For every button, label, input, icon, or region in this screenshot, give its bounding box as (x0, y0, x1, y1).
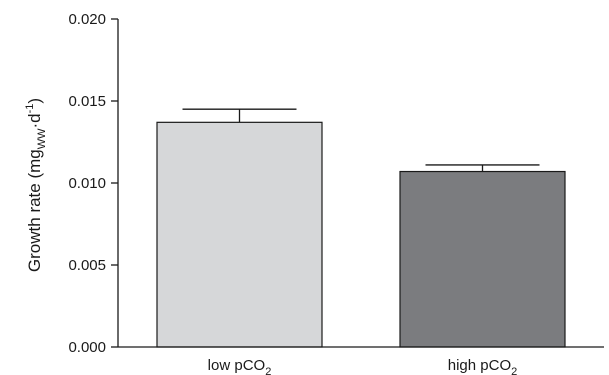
y-axis-ticks: 0.000 0.005 0.010 0.015 0.020 (68, 11, 118, 356)
y-tick-label-3: 0.015 (68, 93, 106, 110)
error-bars (182, 108, 540, 172)
y-axis-title: Growth rate (mgWW·d-1) (24, 98, 48, 272)
y-tick-label-2: 0.010 (68, 175, 106, 192)
x-category-label-1: high pCO2 (448, 357, 518, 375)
x-category-label-subscript-1: 2 (511, 366, 517, 375)
y-axis-title-superscript: -1 (24, 104, 36, 114)
bars (156, 121, 566, 348)
x-axis-category-labels: low pCO2 high pCO2 (208, 357, 518, 375)
x-category-label-0: low pCO2 (208, 357, 272, 375)
x-category-label-text-0: low pCO (208, 357, 266, 374)
y-axis-title-main: Growth rate (mg (25, 149, 44, 272)
x-category-label-text-1: high pCO (448, 357, 511, 374)
error-bar-0 (182, 108, 297, 123)
y-tick-label-1: 0.005 (68, 257, 106, 274)
y-tick-label-0: 0.000 (68, 339, 106, 356)
x-category-label-subscript-0: 2 (265, 366, 271, 375)
bar-1 (399, 170, 566, 348)
y-axis-title-close: ) (25, 98, 44, 104)
y-tick-label-4: 0.020 (68, 11, 106, 28)
y-axis-title-subscript: WW (36, 128, 48, 149)
bar-0 (156, 121, 323, 348)
error-bar-1 (425, 164, 540, 172)
y-axis-title-dot: ·d (25, 113, 44, 128)
